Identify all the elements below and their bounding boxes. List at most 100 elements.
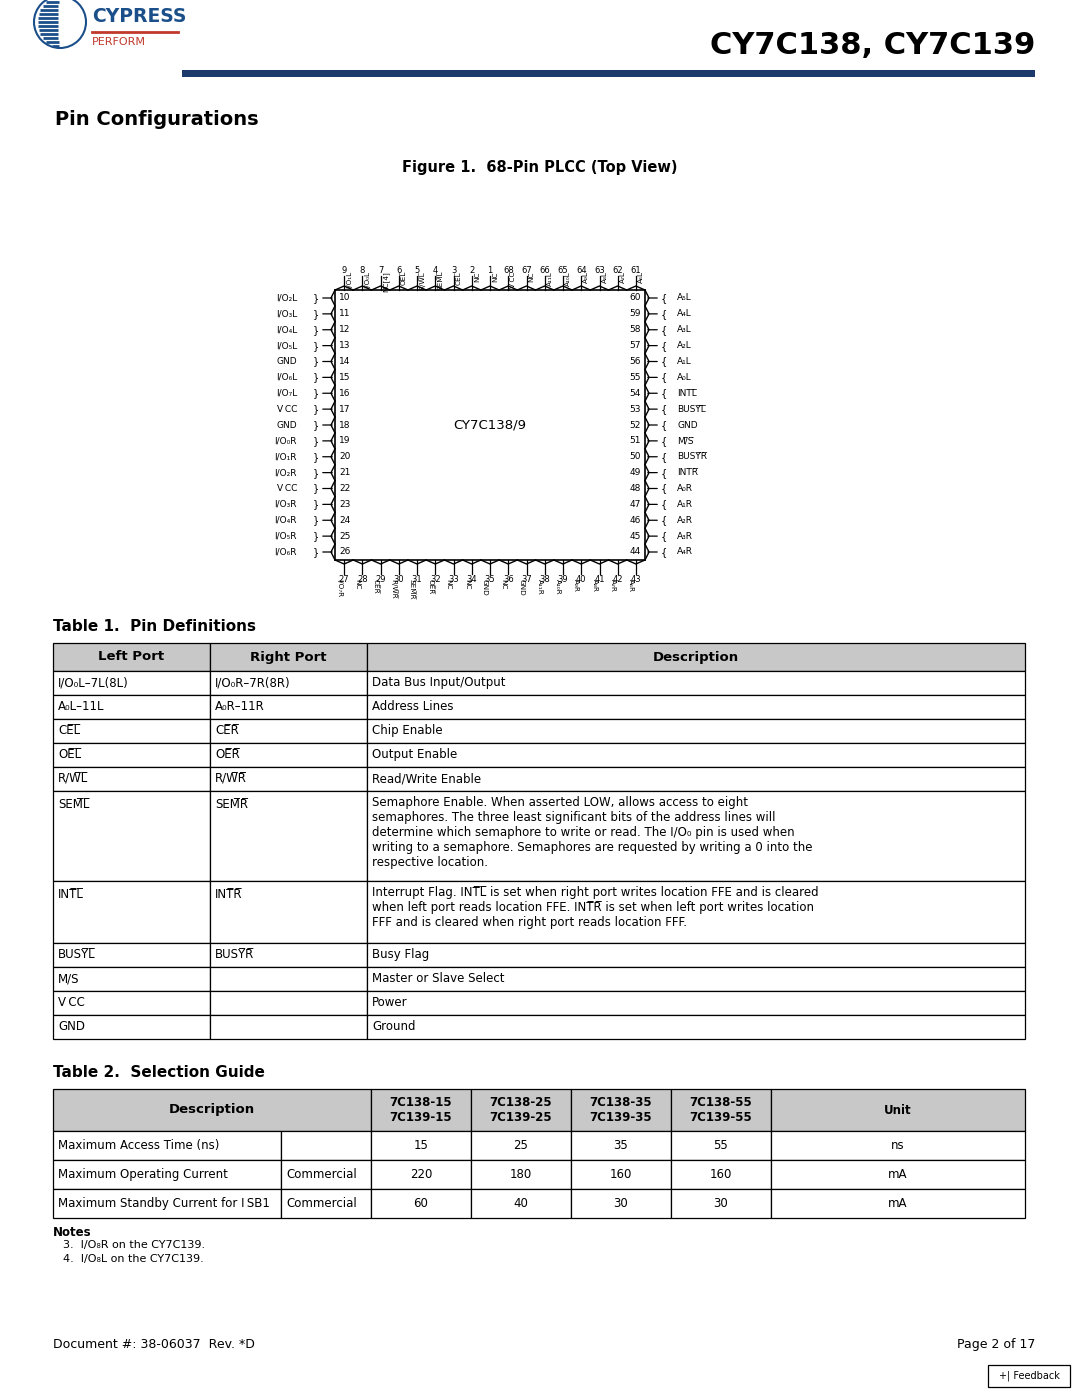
Text: A₁R: A₁R bbox=[677, 500, 693, 509]
Text: 4.  I/O₈L on the CY7C139.: 4. I/O₈L on the CY7C139. bbox=[63, 1255, 204, 1264]
Text: A₁L: A₁L bbox=[677, 358, 692, 366]
Text: Commercial: Commercial bbox=[286, 1168, 356, 1180]
Text: V CC: V CC bbox=[276, 405, 297, 414]
Text: NC: NC bbox=[463, 578, 470, 590]
Text: 15: 15 bbox=[414, 1139, 429, 1153]
Text: }: } bbox=[313, 420, 319, 430]
Bar bbox=[571, 1189, 671, 1218]
Text: 1: 1 bbox=[487, 265, 492, 275]
Text: 8: 8 bbox=[360, 265, 365, 275]
Bar bbox=[671, 1189, 771, 1218]
Bar bbox=[367, 990, 1025, 1016]
Bar bbox=[367, 743, 1025, 767]
Text: 23: 23 bbox=[339, 500, 350, 509]
Text: M/̅S̅: M/̅S̅ bbox=[677, 436, 693, 446]
Text: 18: 18 bbox=[339, 420, 351, 429]
Bar bbox=[471, 1132, 571, 1160]
Text: 11: 11 bbox=[339, 309, 351, 319]
Text: A₁₁R: A₁₁R bbox=[537, 578, 543, 595]
Text: V CC: V CC bbox=[510, 271, 516, 288]
Text: 60: 60 bbox=[414, 1197, 429, 1210]
Text: GND: GND bbox=[482, 578, 488, 595]
Text: Figure 1.  68-Pin PLCC (Top View): Figure 1. 68-Pin PLCC (Top View) bbox=[402, 161, 678, 175]
Text: }: } bbox=[313, 531, 319, 541]
Text: 19: 19 bbox=[339, 436, 351, 446]
Text: 68: 68 bbox=[503, 265, 514, 275]
Text: 64: 64 bbox=[576, 265, 586, 275]
Text: Description: Description bbox=[168, 1104, 255, 1116]
Text: {: { bbox=[661, 420, 667, 430]
Text: }: } bbox=[313, 356, 319, 366]
Polygon shape bbox=[58, 1, 78, 22]
Bar bbox=[53, 1090, 372, 1132]
Text: Interrupt Flag. INT̅L̅ is set when right port writes location FFE and is cleared: Interrupt Flag. INT̅L̅ is set when right… bbox=[372, 886, 819, 929]
Bar bbox=[210, 990, 367, 1016]
Text: 34: 34 bbox=[467, 576, 477, 584]
Bar bbox=[471, 1160, 571, 1189]
Text: 30: 30 bbox=[613, 1197, 629, 1210]
Text: Document #: 38-06037  Rev. *D: Document #: 38-06037 Rev. *D bbox=[53, 1338, 255, 1351]
Text: 24: 24 bbox=[339, 515, 350, 525]
Text: 66: 66 bbox=[539, 265, 550, 275]
Text: 60: 60 bbox=[630, 293, 642, 303]
Text: ns: ns bbox=[891, 1139, 905, 1153]
Text: {: { bbox=[661, 436, 667, 446]
Text: Table 1.  Pin Definitions: Table 1. Pin Definitions bbox=[53, 619, 256, 634]
Text: I/O₇R: I/O₇R bbox=[336, 578, 342, 597]
Bar bbox=[53, 671, 210, 694]
Text: Table 2.  Selection Guide: Table 2. Selection Guide bbox=[53, 1065, 265, 1080]
Text: 7C138-55
7C139-55: 7C138-55 7C139-55 bbox=[690, 1097, 753, 1125]
Text: A₀L: A₀L bbox=[677, 373, 692, 381]
Bar bbox=[210, 671, 367, 694]
Text: BUSY̅R̅: BUSY̅R̅ bbox=[677, 453, 707, 461]
Text: {: { bbox=[661, 404, 667, 414]
Bar bbox=[210, 943, 367, 967]
Bar bbox=[53, 943, 210, 967]
Bar bbox=[53, 882, 210, 943]
Text: {: { bbox=[661, 531, 667, 541]
Text: 29: 29 bbox=[375, 576, 386, 584]
Text: 13: 13 bbox=[339, 341, 351, 351]
Text: BUSY̅R̅: BUSY̅R̅ bbox=[215, 949, 254, 961]
Text: 220: 220 bbox=[409, 1168, 432, 1180]
Text: 9: 9 bbox=[341, 265, 347, 275]
Text: }: } bbox=[313, 388, 319, 398]
Bar bbox=[281, 1160, 372, 1189]
Text: 46: 46 bbox=[630, 515, 642, 525]
Text: Unit: Unit bbox=[885, 1104, 912, 1116]
Text: {: { bbox=[661, 356, 667, 366]
Text: 67: 67 bbox=[522, 265, 531, 275]
Text: 6: 6 bbox=[396, 265, 402, 275]
Text: 48: 48 bbox=[630, 483, 642, 493]
Text: A₀R–11R: A₀R–11R bbox=[215, 700, 265, 714]
Text: 7C138-15
7C139-15: 7C138-15 7C139-15 bbox=[390, 1097, 453, 1125]
Bar bbox=[367, 719, 1025, 743]
Bar bbox=[53, 990, 210, 1016]
Text: Address Lines: Address Lines bbox=[372, 700, 454, 712]
Text: }: } bbox=[313, 341, 319, 351]
Text: 30: 30 bbox=[393, 576, 404, 584]
Bar bbox=[210, 719, 367, 743]
Text: 44: 44 bbox=[630, 548, 642, 556]
Bar bbox=[53, 1189, 281, 1218]
Text: Data Bus Input/Output: Data Bus Input/Output bbox=[372, 676, 505, 689]
Text: 25: 25 bbox=[339, 532, 350, 541]
Text: I/O₅R: I/O₅R bbox=[274, 532, 297, 541]
Bar bbox=[372, 1090, 471, 1132]
Text: I/O₀R: I/O₀R bbox=[274, 436, 297, 446]
Bar bbox=[53, 967, 210, 990]
Bar bbox=[367, 882, 1025, 943]
Text: 43: 43 bbox=[631, 576, 642, 584]
Text: BUSY̅L̅: BUSY̅L̅ bbox=[58, 949, 96, 961]
Text: mA: mA bbox=[888, 1168, 908, 1180]
Text: R/W̅R̅: R/W̅R̅ bbox=[215, 773, 247, 785]
Text: SEM̅L̅: SEM̅L̅ bbox=[437, 271, 443, 291]
Text: SEM̅L̅: SEM̅L̅ bbox=[58, 798, 90, 810]
Text: BUSY̅L̅: BUSY̅L̅ bbox=[677, 405, 705, 414]
Text: Read/Write Enable: Read/Write Enable bbox=[372, 773, 481, 785]
Bar bbox=[771, 1160, 1025, 1189]
Text: 61: 61 bbox=[631, 265, 642, 275]
Text: Description: Description bbox=[653, 651, 739, 664]
Text: {: { bbox=[661, 341, 667, 351]
Text: 41: 41 bbox=[594, 576, 605, 584]
